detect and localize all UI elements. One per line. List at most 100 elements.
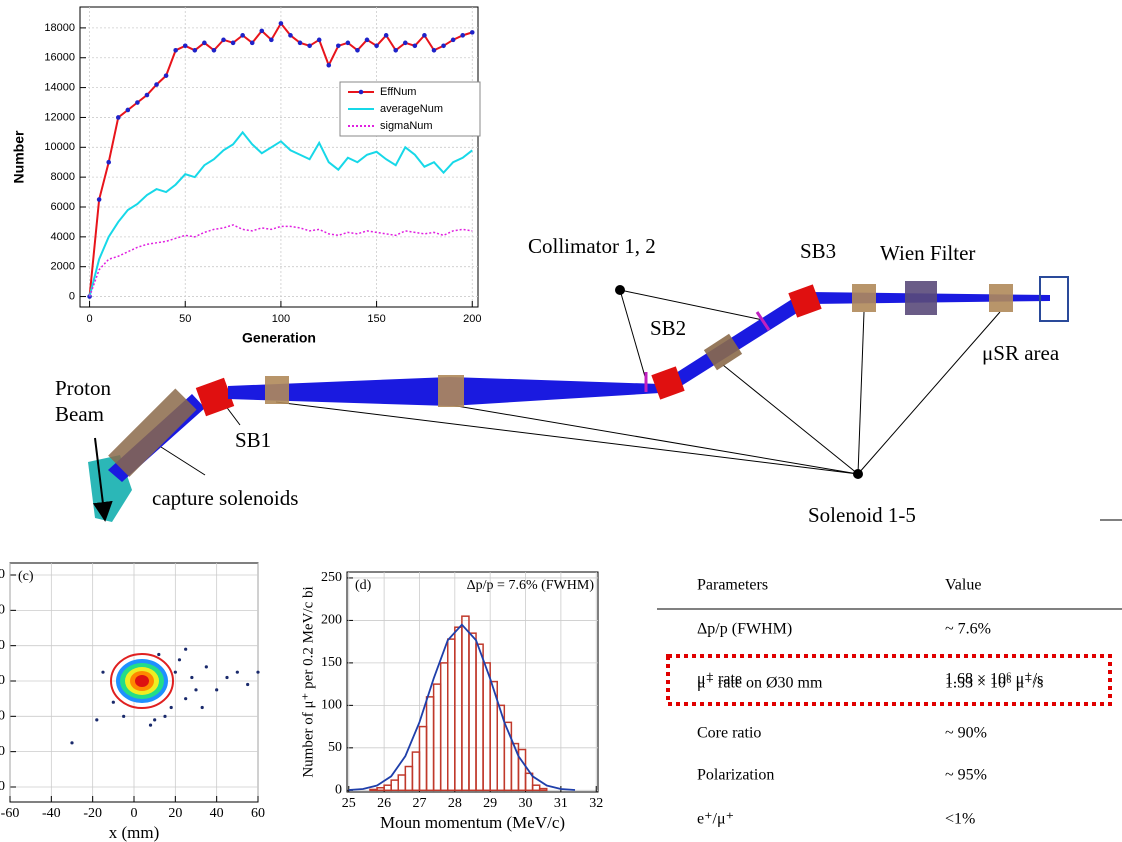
cell: Polarization	[697, 767, 774, 784]
chart: 0 0 0 0 0 0 0 -60 -40 -20 0 20 40 60 x (mm) (c)	[0, 562, 265, 842]
bar	[369, 788, 378, 792]
cell: ~ 90%	[945, 725, 987, 742]
marker	[96, 197, 102, 202]
marker	[460, 33, 465, 38]
fit-line	[348, 623, 576, 791]
collimator	[755, 311, 771, 331]
point	[157, 652, 161, 657]
marker	[345, 40, 351, 46]
x-tick-label: 26	[377, 796, 391, 811]
cell: ~ 95%	[945, 767, 987, 784]
point	[184, 697, 188, 701]
marker	[106, 159, 112, 165]
point	[190, 675, 194, 680]
cell: μ⁺ rate	[697, 671, 742, 688]
beamline-diagram: Proton Beam SB1 capture solenoids Collim…	[55, 234, 1069, 527]
point	[184, 647, 188, 651]
marker	[182, 43, 188, 49]
label: SB3	[800, 239, 836, 263]
x-tick-label: 40	[210, 806, 224, 821]
y-tick-label: 6000	[51, 201, 75, 213]
panel-label: (c)	[18, 569, 34, 584]
point	[70, 741, 74, 745]
chart: 0 50 100 150 200 250 25 26 27 28 29 30 31 32 Moun mome…	[300, 570, 603, 832]
y-tick-label: 18000	[44, 22, 75, 34]
y-tick-label: 0	[0, 638, 5, 653]
marker	[431, 47, 437, 53]
x-tick-label: 27	[412, 796, 426, 811]
label: Solenoid 1-5	[808, 503, 916, 527]
x-tick-label: 32	[589, 796, 603, 811]
line	[88, 130, 473, 297]
x-tick-label: 60	[251, 806, 265, 821]
bar	[538, 787, 548, 792]
point	[153, 718, 157, 722]
bar	[517, 748, 527, 792]
marker	[422, 33, 427, 38]
axis-label: Generation	[242, 330, 316, 346]
marker	[240, 33, 245, 38]
panel-label: (d)	[355, 578, 372, 593]
label: μSR area	[982, 341, 1060, 365]
legend-label: sigmaNum	[380, 120, 433, 132]
y-tick-label: 0	[335, 783, 342, 798]
marker	[450, 37, 456, 43]
x-tick-label: 100	[272, 313, 290, 325]
marker	[441, 43, 446, 49]
marker	[307, 43, 312, 49]
x-tick-label: 0	[131, 806, 138, 821]
y-tick-label: 250	[321, 570, 342, 585]
beam	[668, 294, 808, 388]
axis-label: Moun momentum (MeV/c)	[380, 813, 565, 832]
y-tick-label: 200	[321, 613, 342, 628]
marker	[202, 40, 207, 46]
wien-filter	[905, 281, 937, 315]
marker	[173, 47, 178, 53]
label: Proton	[55, 376, 112, 400]
y-tick-label: 12000	[44, 111, 75, 123]
marker	[364, 37, 370, 43]
label: SB2	[650, 316, 686, 340]
y-tick-label: 0	[0, 567, 5, 582]
marker	[125, 107, 131, 113]
cell: 1.53 × 10⁶ μ⁺/s	[945, 675, 1043, 692]
legend-label: EffNum	[380, 86, 416, 98]
x-tick-label: 200	[463, 313, 481, 325]
solenoid	[989, 284, 1013, 312]
marker	[288, 33, 293, 38]
marker	[469, 30, 475, 35]
marker	[355, 47, 360, 53]
legend-label: averageNum	[380, 103, 443, 115]
marker	[163, 73, 169, 78]
marker	[211, 47, 217, 53]
cell: Δp/p (FWHM)	[697, 621, 792, 638]
point	[246, 682, 250, 687]
cell: 1.68 × 10⁶ μ⁺/s	[945, 671, 1043, 688]
y-tick-label: 8000	[51, 171, 75, 183]
marker	[297, 40, 303, 46]
axis-label: Number	[11, 130, 27, 183]
marker	[402, 40, 408, 46]
label: Beam	[55, 402, 104, 426]
solenoid	[852, 284, 876, 312]
point	[204, 665, 208, 669]
plot-area	[79, 6, 479, 308]
magnet	[651, 366, 685, 400]
solenoid	[265, 376, 289, 404]
marker	[135, 100, 140, 105]
marker	[278, 21, 284, 26]
marker	[230, 40, 236, 46]
y-tick-label: 0	[0, 779, 5, 794]
legend-marker	[358, 89, 364, 95]
marker	[326, 62, 332, 68]
y-tick-label: 100	[321, 698, 342, 713]
y-tick-label: 0	[69, 290, 75, 302]
x-tick-label: -20	[83, 806, 102, 821]
plot-area	[346, 571, 599, 793]
bar	[524, 772, 534, 792]
capture-solenoid	[108, 388, 197, 477]
point	[101, 670, 105, 674]
header: Parameters	[697, 577, 768, 594]
point	[177, 658, 182, 662]
point	[256, 670, 260, 674]
